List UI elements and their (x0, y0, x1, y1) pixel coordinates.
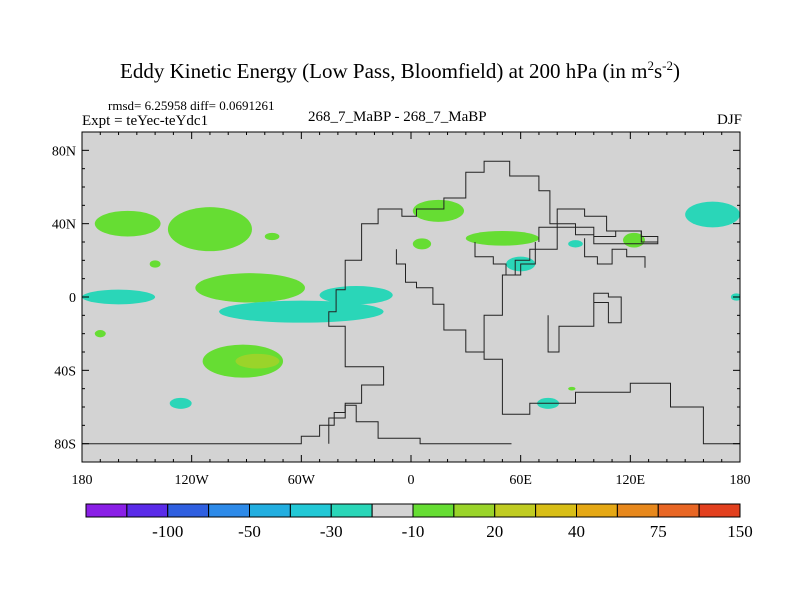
anomaly-region-n-pacific-small1 (149, 260, 161, 268)
anomaly-region-tropical-pacific-band (195, 273, 305, 303)
anomaly-region-n-pacific-central (167, 207, 252, 252)
center-label: 268_7_MaBP - 268_7_MaBP (308, 109, 487, 125)
colorbar-swatch (494, 503, 537, 518)
anomaly-region-europe-north (412, 199, 465, 222)
x-tick-label: 120W (175, 473, 210, 488)
anomaly-region-mideast (465, 231, 539, 246)
colorbar-swatch (576, 503, 618, 518)
colorbar-swatch (167, 503, 210, 518)
colorbar-label: 40 (568, 522, 585, 541)
anomaly-region-s-pacific-small (169, 397, 192, 409)
colorbar-swatch (249, 503, 291, 518)
colorbar-swatch (698, 503, 741, 518)
colorbar-label: -30 (320, 522, 343, 541)
colorbar-swatch (85, 503, 128, 518)
chart-title-sup1: 2 (647, 58, 654, 73)
chart-title-end: ) (672, 59, 680, 83)
map-background (82, 132, 740, 462)
colorbar-label: 75 (650, 522, 667, 541)
y-tick-label: 40N (52, 218, 76, 233)
coastline-arabia (474, 242, 536, 276)
anomaly-region-n-pacific-west (94, 210, 161, 237)
colorbar-swatch (330, 503, 373, 518)
x-tick-label: 60E (509, 473, 532, 488)
chart-title-main: Eddy Kinetic Energy (Low Pass, Bloomfiel… (120, 59, 648, 83)
colorbar-swatch (371, 503, 414, 518)
colorbar-label: -50 (238, 522, 261, 541)
coastline-layer (82, 160, 740, 445)
anomaly-region-s-pacific-yellow (235, 353, 280, 369)
stats-label: rmsd= 6.25958 diff= 0.0691261 (108, 98, 275, 113)
colorbar-swatch (657, 503, 700, 518)
anomaly-region-n-pacific-east (685, 201, 740, 228)
x-tick-label: 120E (616, 473, 646, 488)
colorbar-label: 20 (486, 522, 503, 541)
axis-ticks: 180 120W 60W 0 60E 120E 180 80N 40N 0 40S 80S (52, 131, 751, 488)
colorbar-swatch (616, 503, 659, 518)
anomaly-region-n-africa (412, 238, 432, 250)
x-tick-label: 0 (408, 473, 415, 488)
coastline-south-america-africa (328, 160, 740, 445)
anomaly-region-indian-ocean-tiny (568, 386, 576, 391)
colorbar-swatch (126, 503, 169, 518)
x-tick-label: 180 (730, 473, 751, 488)
coastline-antarctica-peninsula (82, 404, 512, 445)
chart-title-mid: s (653, 59, 663, 83)
colorbar-label: -10 (402, 522, 425, 541)
coastline-se-asia-loop (584, 238, 646, 268)
y-tick-label: 0 (69, 291, 76, 306)
y-tick-label: 80S (54, 438, 76, 453)
coastline-africa-west (395, 249, 485, 353)
colorbar-label: 150 (727, 522, 753, 541)
anomaly-region-date-line-eq (82, 289, 156, 305)
season-label: DJF (716, 112, 742, 128)
colorbar-swatch (535, 503, 577, 518)
colorbar-label: -100 (152, 522, 183, 541)
anomaly-region-se-asia (568, 240, 583, 248)
left-label: Expt = teYec-teYdc1 (82, 113, 209, 129)
colorbar-swatch (289, 503, 332, 518)
chart-title: Eddy Kinetic Energy (Low Pass, Bloomfiel… (0, 58, 800, 84)
colorbar-swatch (412, 503, 455, 518)
y-tick-label: 80N (52, 144, 76, 159)
colorbar-swatch (208, 503, 250, 518)
anomaly-region-n-pacific-small2 (264, 232, 280, 241)
colorbar-swatch (453, 503, 496, 518)
anomaly-region-east-pacific-south (219, 300, 384, 323)
colorbar: -100 -50 -30 -10 20 40 75 150 (85, 503, 753, 541)
coastline-madagascar-india (547, 292, 622, 353)
y-tick-label: 40S (54, 364, 76, 379)
x-tick-label: 180 (72, 473, 93, 488)
anomaly-region-s-pacific-tiny (94, 330, 106, 338)
x-tick-label: 60W (288, 473, 316, 488)
anomaly-region-atlantic-eq (319, 286, 393, 305)
chart-title-sup2: -2 (662, 58, 673, 73)
coastline-e-asia-loop (538, 208, 658, 243)
